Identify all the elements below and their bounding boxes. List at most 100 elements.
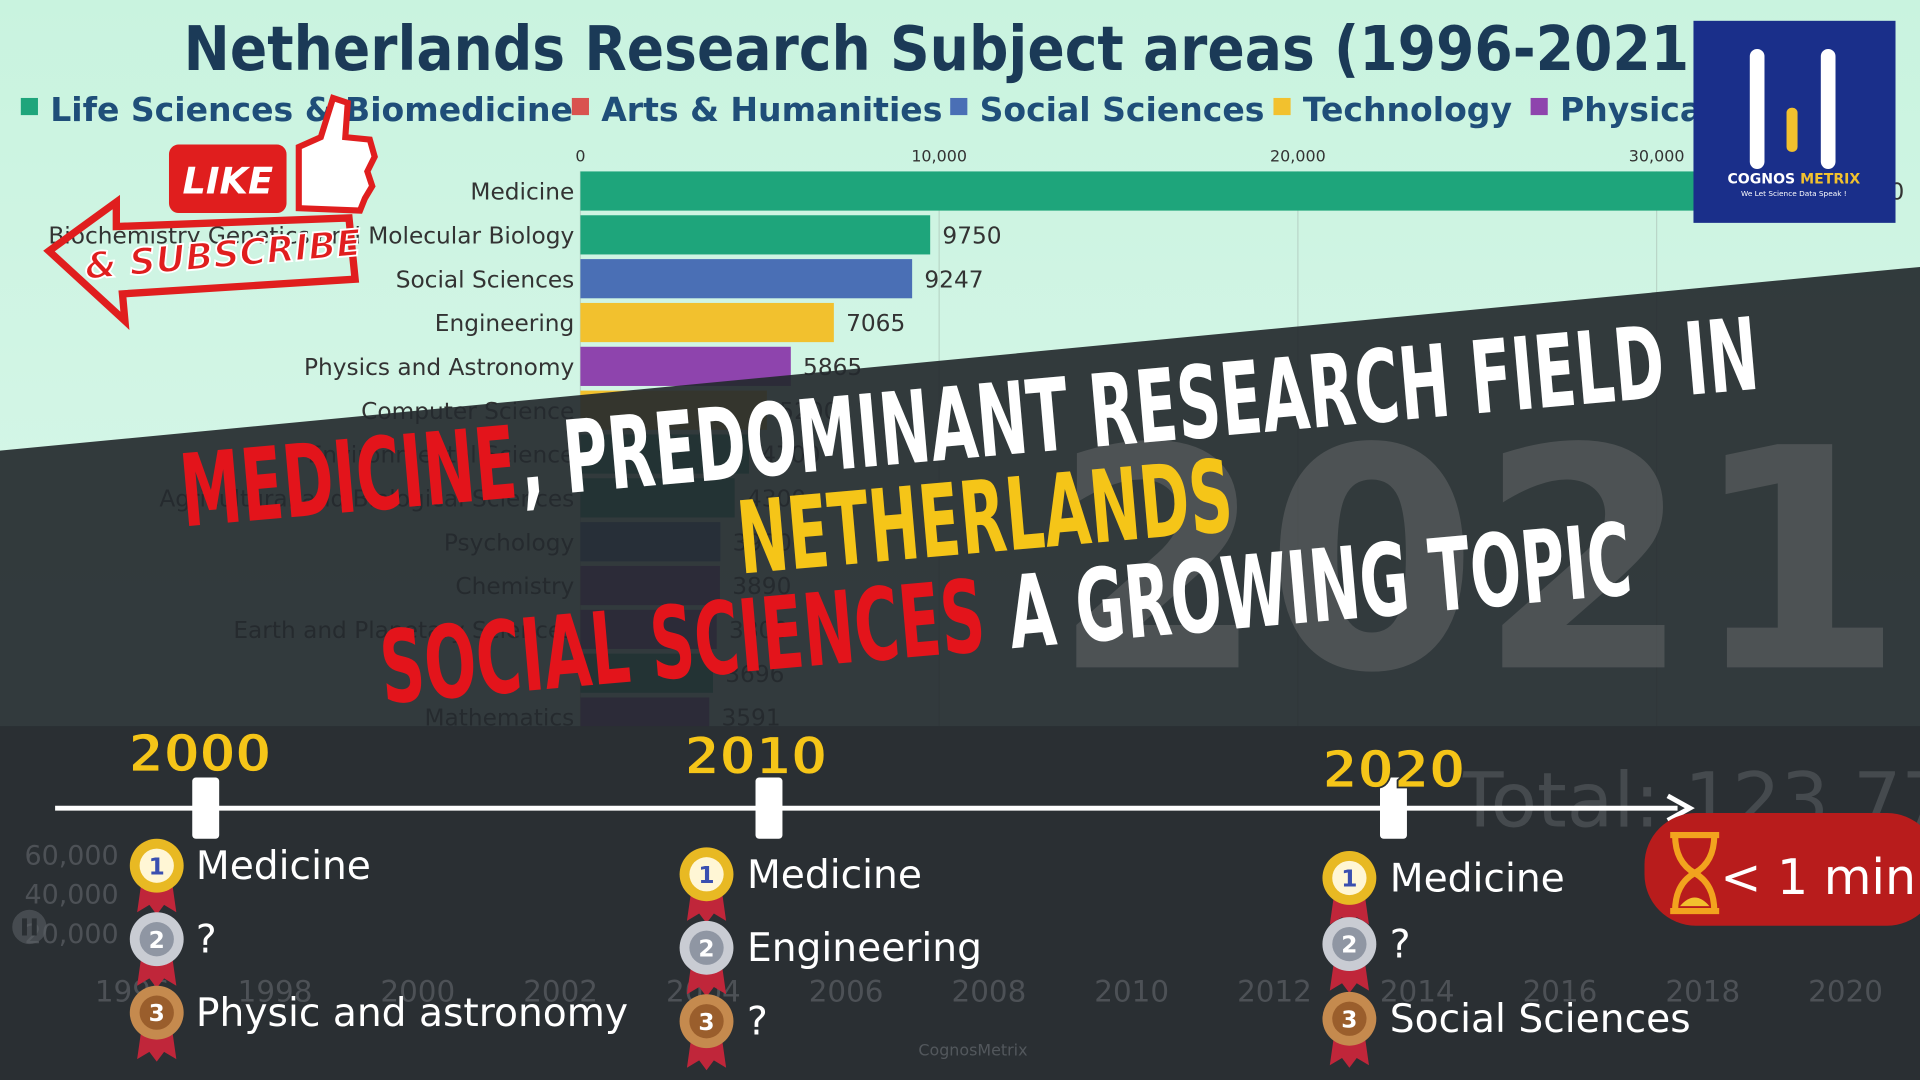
category-label: Physics and Astronomy	[304, 354, 575, 381]
legend-label: Arts & Humanities	[601, 90, 942, 129]
bottom-panel	[0, 726, 1920, 1080]
medal-number: 2	[1341, 932, 1357, 959]
bg-x-label: 2000	[380, 975, 455, 1009]
logo: COGNOS METRIX We Let Science Data Speak …	[1693, 20, 1896, 223]
legend-swatch	[20, 97, 38, 116]
bg-x-label: 1998	[238, 975, 313, 1009]
pause-bar	[31, 918, 37, 936]
rank-label: Medicine	[196, 844, 371, 889]
logo-name-yellow: METRIX	[1800, 172, 1860, 188]
legend-swatch	[1273, 97, 1291, 116]
medal-inner	[139, 848, 174, 883]
arrow-outline	[43, 194, 360, 330]
timeline-tick	[755, 777, 783, 839]
medal-number: 1	[698, 862, 714, 889]
like-box	[168, 144, 287, 214]
medal-inner	[1332, 860, 1367, 896]
hourglass	[1670, 832, 1720, 915]
timeline-year: 2010	[684, 727, 827, 787]
bar	[580, 215, 931, 255]
medal-inner	[689, 857, 724, 892]
medal-number: 1	[1341, 866, 1357, 893]
rank-label: Social Sciences	[1390, 997, 1691, 1042]
badge-text: < 1 min	[1720, 849, 1916, 906]
rank-label: Physic and astronomy	[196, 991, 628, 1036]
bg-x-label: 2012	[1237, 975, 1312, 1009]
medal-number: 3	[149, 1000, 165, 1027]
medal-number: 3	[1341, 1006, 1357, 1033]
chart-title: Netherlands Research Subject areas (1996…	[184, 14, 1715, 85]
legend-swatch	[1530, 97, 1548, 116]
value-label: 9247	[924, 266, 983, 293]
medal-number: 3	[698, 1009, 714, 1036]
category-label: Engineering	[435, 310, 575, 337]
bg-x-label: 2014	[1380, 975, 1455, 1009]
logo-name: COGNOS METRIX	[1727, 172, 1860, 188]
bg-x-label: 2006	[809, 975, 884, 1009]
value-label: 7065	[846, 310, 905, 337]
logo-tagline: We Let Science Data Speak !	[1741, 189, 1847, 198]
timeline-tick	[1380, 777, 1407, 839]
overlay-band	[0, 266, 1920, 735]
legend-swatch	[950, 97, 968, 116]
bg-y-label: 40,000	[24, 880, 118, 911]
bg-x-label: 2010	[1094, 975, 1169, 1009]
bg-x-label: 2018	[1665, 975, 1740, 1009]
rank-label: Medicine	[747, 853, 922, 898]
x-tick-label: 10,000	[911, 147, 967, 166]
medal-inner	[1332, 926, 1367, 962]
medal-number: 1	[149, 853, 165, 880]
like-text: LIKE	[182, 159, 273, 202]
legend: Life Sciences & Biomedicine Arts & Humani…	[20, 90, 1887, 129]
medal-inner	[139, 922, 174, 957]
legend-label: Technology	[1303, 90, 1512, 129]
pause-bar	[22, 918, 27, 936]
medal-inner	[689, 930, 724, 965]
legend-label: Social Sciences	[980, 90, 1265, 129]
bg-x-label: 2016	[1523, 975, 1598, 1009]
thumbs-up	[295, 94, 378, 214]
bar	[580, 171, 1819, 211]
bg-y-label: 60,000	[24, 840, 118, 871]
medal-number: 2	[698, 935, 714, 962]
medal-inner	[689, 1004, 724, 1039]
category-label: Medicine	[470, 179, 574, 206]
logo-bar	[1820, 48, 1836, 169]
bg-x-label: 2008	[952, 975, 1027, 1009]
bg-x-label: 2020	[1808, 975, 1883, 1009]
category-label: Social Sciences	[396, 266, 575, 293]
rank-label: ?	[196, 918, 217, 963]
medal-number: 2	[149, 927, 165, 954]
timeline: 2000 1 Medicine 2 ? 3 Physic and astronomy 2010…	[127, 724, 1691, 1071]
timeline-year: 2020	[1322, 740, 1465, 800]
watermark: CognosMetrix	[918, 1041, 1027, 1060]
pause-icon	[12, 909, 47, 945]
rank-label: ?	[1390, 923, 1411, 968]
x-tick-label: 30,000	[1629, 147, 1685, 166]
legend-swatch	[571, 97, 589, 116]
hourglass-sand	[1680, 897, 1710, 907]
duration-badge: < 1 min	[1644, 813, 1920, 926]
bar	[580, 259, 913, 299]
timeline-tick	[192, 777, 220, 839]
year-watermark: 2021	[1052, 384, 1904, 740]
bg-x-label: 2002	[523, 975, 598, 1009]
value-label: 9750	[942, 222, 1001, 249]
logo-bar	[1786, 107, 1798, 152]
headline-red: MEDICINE	[176, 405, 522, 551]
timeline-year: 2000	[128, 724, 271, 784]
x-tick-label: 0	[575, 147, 585, 166]
logo-bar	[1749, 48, 1765, 169]
rank-label: ?	[747, 1000, 768, 1045]
rank-label: Medicine	[1390, 856, 1565, 901]
logo-name-white: COGNOS	[1727, 172, 1795, 188]
legend-label: Life Sciences & Biomedicine	[50, 90, 573, 129]
bar	[580, 302, 834, 343]
medal-inner	[139, 995, 174, 1030]
rank-label: Engineering	[747, 926, 982, 971]
medal-inner	[1332, 1001, 1367, 1036]
x-tick-label: 20,000	[1270, 147, 1326, 166]
timeline-arrow	[1666, 793, 1695, 823]
